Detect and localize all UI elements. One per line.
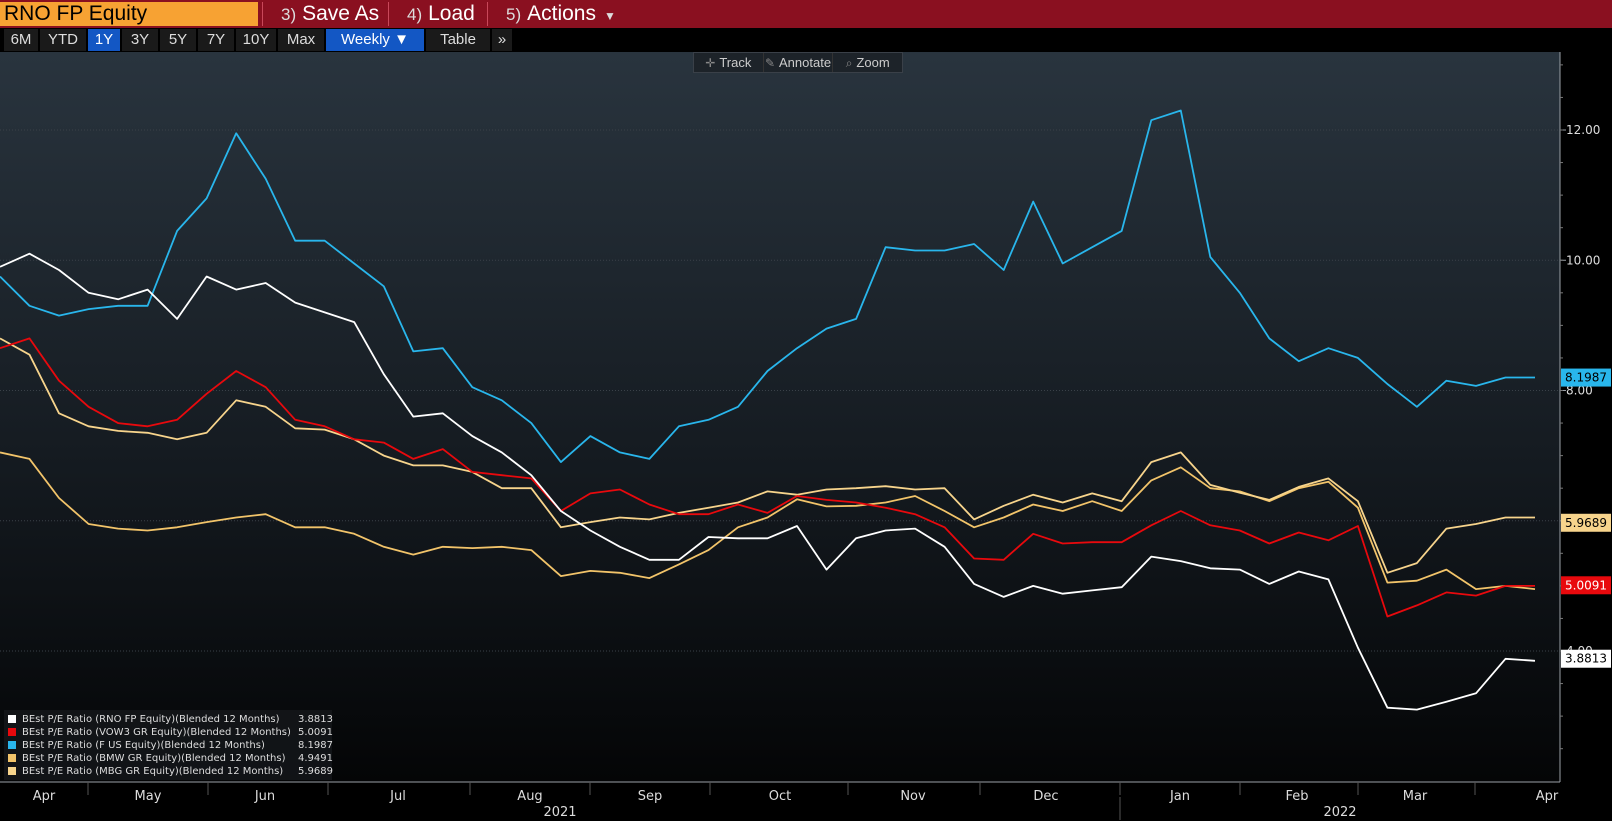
last-value-label: 3.8813 xyxy=(1561,649,1611,668)
legend-series-value: 5.9689 xyxy=(298,766,333,777)
legend-series-value: 8.1987 xyxy=(298,740,333,751)
x-tick-label: Feb xyxy=(1285,789,1308,804)
x-tick-label: Nov xyxy=(900,789,926,804)
range-max[interactable]: Max xyxy=(278,29,324,51)
caret-down-icon: ▼ xyxy=(604,9,616,23)
range-10y[interactable]: 10Y xyxy=(236,29,276,51)
zoom-tool[interactable]: ⌕ Zoom xyxy=(833,53,902,72)
last-value-text: 5.9689 xyxy=(1565,516,1607,530)
range-6m[interactable]: 6M xyxy=(4,29,38,51)
series-line[interactable] xyxy=(0,252,1536,711)
legend-item-vow3[interactable]: BEst P/E Ratio (VOW3 GR Equity)(Blended … xyxy=(8,727,333,740)
legend-series-name: BEst P/E Ratio (F US Equity)(Blended 12 … xyxy=(22,740,265,751)
save-as-label: Save As xyxy=(302,2,380,25)
legend-swatch xyxy=(8,715,16,723)
save-as-shortcut: 3) xyxy=(281,5,297,24)
x-tick-label: Oct xyxy=(769,789,791,804)
range-toolbar: 6M YTD 1Y 3Y 5Y 7Y 10Y Max Weekly ▼ Tabl… xyxy=(0,28,1612,52)
last-value-label: 5.9689 xyxy=(1561,513,1611,532)
x-tick-label: May xyxy=(135,789,162,804)
x-tick-label: Aug xyxy=(517,789,542,804)
x-tick-label: Jul xyxy=(389,789,406,804)
last-value-label: 5.0091 xyxy=(1561,576,1611,595)
legend-swatch xyxy=(8,728,16,736)
legend-series-value: 4.9491 xyxy=(298,753,333,764)
legend-series-name: BEst P/E Ratio (RNO FP Equity)(Blended 1… xyxy=(22,714,280,725)
year-label: 2022 xyxy=(1323,805,1356,820)
crosshair-icon: ✛ xyxy=(705,56,716,70)
track-label: Track xyxy=(719,55,752,70)
legend-item-f[interactable]: BEst P/E Ratio (F US Equity)(Blended 12 … xyxy=(8,740,333,753)
series-line[interactable] xyxy=(0,337,1535,618)
chart-tools: ✛ Track ✎ Annotate ⌕ Zoom xyxy=(693,52,903,73)
x-tick-label: Jun xyxy=(254,789,275,804)
legend-swatch xyxy=(8,754,16,762)
save-as-button[interactable]: 3) Save As xyxy=(262,2,387,26)
y-tick-label: 8.00 xyxy=(1566,384,1593,398)
x-tick-label: Sep xyxy=(638,789,663,804)
title-bar: RNO FP Equity 3) Save As 4) Load 5) Actions… xyxy=(0,0,1612,28)
range-7y[interactable]: 7Y xyxy=(198,29,234,51)
x-tick-label: Apr xyxy=(1536,789,1559,804)
last-value-text: 3.8813 xyxy=(1565,652,1607,666)
last-value-label: 8.1987 xyxy=(1561,368,1611,387)
actions-button[interactable]: 5) Actions ▼ xyxy=(487,2,623,26)
legend-item-mbg[interactable]: BEst P/E Ratio (MBG GR Equity)(Blended 1… xyxy=(8,766,333,779)
x-tick-label: Dec xyxy=(1033,789,1058,804)
series-line[interactable] xyxy=(0,109,1535,464)
pencil-icon: ✎ xyxy=(764,56,776,70)
range-1y[interactable]: 1Y xyxy=(88,29,120,51)
ticker-field[interactable]: RNO FP Equity xyxy=(0,2,258,26)
last-value-text: 8.1987 xyxy=(1565,371,1607,385)
series-line[interactable] xyxy=(0,337,1535,574)
range-5y[interactable]: 5Y xyxy=(160,29,196,51)
legend-swatch xyxy=(8,767,16,775)
legend-item-rno[interactable]: BEst P/E Ratio (RNO FP Equity)(Blended 1… xyxy=(8,714,333,727)
range-3y[interactable]: 3Y xyxy=(122,29,158,51)
more-button[interactable]: » xyxy=(492,29,512,51)
legend-item-bmw[interactable]: BEst P/E Ratio (BMW GR Equity)(Blended 1… xyxy=(8,753,333,766)
year-label: 2021 xyxy=(543,805,576,820)
x-tick-label: Mar xyxy=(1403,789,1428,804)
table-button[interactable]: Table xyxy=(426,29,490,51)
load-shortcut: 4) xyxy=(407,5,423,24)
magnifier-icon: ⌕ xyxy=(845,56,853,70)
actions-shortcut: 5) xyxy=(506,5,522,24)
legend-swatch xyxy=(8,741,16,749)
legend-series-name: BEst P/E Ratio (VOW3 GR Equity)(Blended … xyxy=(22,727,291,738)
legend-series-value: 3.8813 xyxy=(298,714,333,725)
zoom-label: Zoom xyxy=(856,55,890,70)
axis-background xyxy=(1560,52,1612,782)
x-tick-label: Jan xyxy=(1169,789,1190,804)
x-tick-label: Apr xyxy=(33,789,56,804)
y-tick-label: 10.00 xyxy=(1566,253,1600,267)
load-label: Load xyxy=(428,2,475,25)
actions-label: Actions xyxy=(527,2,596,25)
legend: BEst P/E Ratio (RNO FP Equity)(Blended 1… xyxy=(4,710,333,780)
legend-series-name: BEst P/E Ratio (MBG GR Equity)(Blended 1… xyxy=(22,766,284,777)
annotate-tool[interactable]: ✎ Annotate xyxy=(764,53,834,72)
annotate-label: Annotate xyxy=(779,55,832,70)
track-tool[interactable]: ✛ Track xyxy=(694,53,764,72)
range-ytd[interactable]: YTD xyxy=(40,29,86,51)
plot-background xyxy=(0,52,1560,782)
y-tick-label: 12.00 xyxy=(1566,123,1600,137)
last-value-text: 5.0091 xyxy=(1565,578,1607,592)
series-line[interactable] xyxy=(0,451,1536,590)
load-button[interactable]: 4) Load xyxy=(388,2,486,26)
legend-series-value: 5.0091 xyxy=(298,727,333,738)
frequency-dropdown[interactable]: Weekly ▼ xyxy=(326,29,424,51)
legend-series-name: BEst P/E Ratio (BMW GR Equity)(Blended 1… xyxy=(22,753,286,764)
